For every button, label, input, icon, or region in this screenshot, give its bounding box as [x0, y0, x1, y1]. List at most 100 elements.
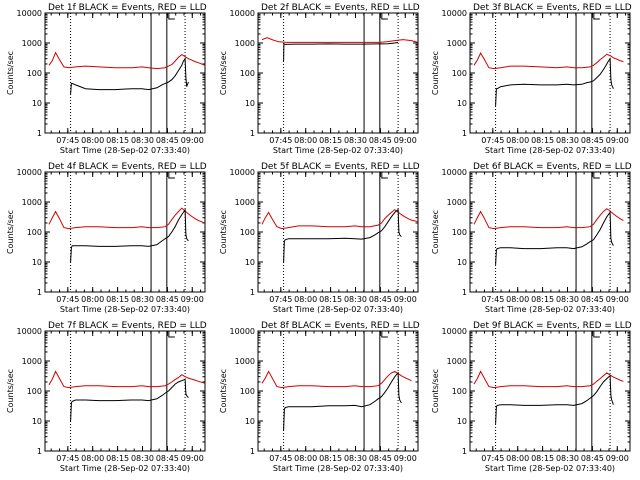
y-tick-label: 10 — [245, 99, 255, 108]
x-tick-label: 08:45 — [369, 295, 392, 304]
x-tick-label: 09:00 — [181, 295, 204, 304]
x-tick-label: 08:15 — [319, 136, 342, 145]
y-tick-label: 10 — [32, 417, 42, 426]
x-tick-label: 08:45 — [369, 136, 392, 145]
panel-det-6f: Det 6f BLACK = Events, RED = LLD 1 10 100 10… — [431, 162, 632, 314]
x-tick-label: 08:30 — [131, 454, 154, 463]
x-tick-label: 08:00 — [81, 295, 104, 304]
x-tick-label: 08:15 — [531, 295, 554, 304]
lld-series-line — [261, 208, 418, 230]
x-tick-label: 08:45 — [156, 454, 179, 463]
y-tick-label: 1 — [250, 288, 255, 297]
x-tick-label: 07:45 — [269, 136, 292, 145]
x-tick-label: 08:00 — [294, 454, 317, 463]
lld-series-line — [473, 52, 624, 70]
x-tick-label: 07:45 — [56, 295, 79, 304]
events-series-line — [495, 210, 614, 265]
interval-marker — [381, 13, 388, 20]
interval-marker — [593, 172, 600, 179]
x-axis-label: Start Time (28-Sep-02 07:33:40) — [485, 146, 615, 155]
y-tick-label: 1000 — [447, 357, 467, 366]
events-series-line — [283, 371, 402, 431]
plot-frame — [257, 171, 419, 293]
y-tick-label: 10 — [32, 258, 42, 267]
y-tick-label: 100 — [240, 69, 255, 78]
y-tick-label: 1 — [37, 129, 42, 138]
x-tick-label: 09:00 — [394, 295, 417, 304]
events-series-line — [70, 208, 189, 263]
panel-title: Det 3f BLACK = Events, RED = LLD — [473, 3, 632, 13]
y-axis-label: Counts/sec — [6, 210, 15, 254]
y-tick-label: 1000 — [235, 198, 255, 207]
interval-marker — [593, 331, 600, 338]
x-tick-label: 08:30 — [556, 136, 579, 145]
x-tick-label: 08:45 — [581, 136, 604, 145]
y-tick-label: 10000 — [17, 327, 42, 336]
y-tick-label: 1000 — [235, 39, 255, 48]
x-axis-label: Start Time (28-Sep-02 07:33:40) — [273, 464, 403, 473]
y-tick-label: 1 — [250, 129, 255, 138]
x-tick-label: 08:00 — [294, 136, 317, 145]
events-series-line — [283, 208, 402, 263]
y-tick-label: 10 — [457, 258, 467, 267]
x-axis-label: Start Time (28-Sep-02 07:33:40) — [485, 305, 615, 314]
y-tick-label: 10000 — [230, 327, 255, 336]
plot-frame — [44, 330, 206, 452]
x-tick-label: 09:00 — [606, 136, 629, 145]
interval-marker — [168, 13, 175, 20]
y-tick-label: 10000 — [17, 168, 42, 177]
interval-marker — [593, 13, 600, 20]
y-tick-label: 100 — [27, 69, 42, 78]
plot-frame — [469, 12, 631, 134]
y-tick-label: 10000 — [230, 9, 255, 18]
events-series-line — [495, 374, 614, 424]
x-tick-label: 08:45 — [581, 295, 604, 304]
plot-frame — [469, 171, 631, 293]
plot-frame — [469, 330, 631, 452]
y-tick-label: 10 — [457, 417, 467, 426]
y-tick-label: 100 — [27, 228, 42, 237]
panel-title: Det 7f BLACK = Events, RED = LLD — [48, 321, 207, 331]
y-tick-label: 10 — [457, 99, 467, 108]
y-tick-label: 1 — [462, 288, 467, 297]
x-tick-label: 08:45 — [156, 136, 179, 145]
plot-frame — [257, 12, 419, 134]
y-axis-label: Counts/sec — [219, 369, 228, 413]
x-tick-label: 08:15 — [319, 454, 342, 463]
x-tick-label: 08:30 — [556, 295, 579, 304]
y-axis-label: Counts/sec — [6, 51, 15, 95]
interval-marker — [381, 331, 388, 338]
x-axis-label: Start Time (28-Sep-02 07:33:40) — [273, 305, 403, 314]
y-tick-label: 1000 — [235, 357, 255, 366]
x-tick-label: 08:00 — [294, 295, 317, 304]
panel-det-4f: Det 4f BLACK = Events, RED = LLD 1 10 100 10… — [6, 162, 207, 314]
x-tick-label: 08:45 — [581, 454, 604, 463]
y-tick-label: 1 — [250, 447, 255, 456]
lld-series-line — [48, 370, 205, 389]
x-tick-label: 07:45 — [56, 136, 79, 145]
interval-marker — [168, 331, 175, 338]
y-tick-label: 100 — [27, 387, 42, 396]
y-tick-label: 10 — [32, 99, 42, 108]
x-tick-label: 08:00 — [81, 136, 104, 145]
x-tick-label: 08:15 — [531, 136, 554, 145]
x-tick-label: 07:45 — [56, 454, 79, 463]
y-tick-label: 10000 — [442, 327, 467, 336]
interval-marker — [381, 172, 388, 179]
y-tick-label: 1000 — [447, 198, 467, 207]
lld-series-line — [473, 208, 624, 230]
y-tick-label: 1 — [462, 447, 467, 456]
x-tick-label: 07:45 — [481, 295, 504, 304]
x-tick-label: 08:15 — [531, 454, 554, 463]
panel-det-1f: Det 1f BLACK = Events, RED = LLD 1 10 100 10… — [6, 3, 207, 155]
x-tick-label: 08:15 — [106, 295, 129, 304]
panel-title: Det 2f BLACK = Events, RED = LLD — [261, 3, 420, 13]
panel-det-7f: Det 7f BLACK = Events, RED = LLD 1 10 100 10… — [6, 321, 207, 473]
y-axis-label: Counts/sec — [431, 51, 440, 95]
panel-det-8f: Det 8f BLACK = Events, RED = LLD 1 10 100 10… — [219, 321, 420, 473]
x-axis-label: Start Time (28-Sep-02 07:33:40) — [485, 464, 615, 473]
lld-series-line — [473, 370, 624, 389]
y-tick-label: 10000 — [442, 9, 467, 18]
events-series-line — [283, 41, 399, 62]
